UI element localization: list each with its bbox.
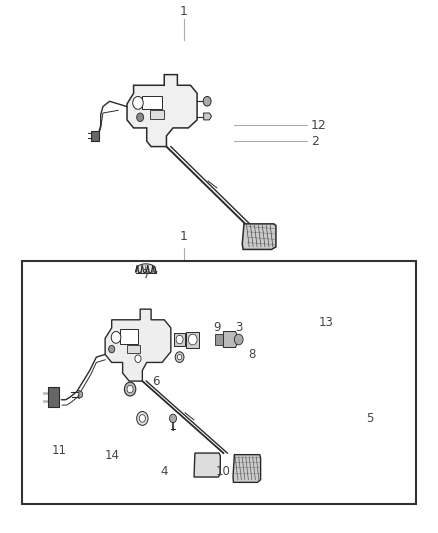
Polygon shape bbox=[127, 345, 140, 353]
Circle shape bbox=[234, 334, 243, 345]
Polygon shape bbox=[79, 390, 82, 399]
Circle shape bbox=[135, 355, 141, 362]
Circle shape bbox=[170, 414, 177, 423]
Circle shape bbox=[127, 385, 133, 393]
Text: 1: 1 bbox=[180, 5, 188, 18]
Circle shape bbox=[203, 96, 211, 106]
Polygon shape bbox=[91, 131, 99, 141]
Circle shape bbox=[177, 354, 182, 360]
Text: 10: 10 bbox=[216, 465, 231, 478]
Text: 3: 3 bbox=[235, 321, 242, 334]
Circle shape bbox=[175, 352, 184, 362]
Polygon shape bbox=[233, 455, 261, 482]
Text: 9: 9 bbox=[213, 321, 221, 334]
Polygon shape bbox=[194, 453, 220, 477]
Polygon shape bbox=[223, 332, 237, 348]
Text: 1: 1 bbox=[180, 230, 188, 243]
Text: 5: 5 bbox=[367, 412, 374, 425]
Polygon shape bbox=[204, 113, 212, 120]
Circle shape bbox=[139, 415, 145, 422]
Text: 4: 4 bbox=[160, 465, 168, 478]
Polygon shape bbox=[127, 75, 197, 147]
Circle shape bbox=[137, 411, 148, 425]
Polygon shape bbox=[142, 96, 162, 109]
Circle shape bbox=[133, 96, 143, 109]
Text: 8: 8 bbox=[248, 348, 255, 361]
Text: 11: 11 bbox=[52, 444, 67, 457]
Text: 7: 7 bbox=[143, 268, 151, 281]
Text: 12: 12 bbox=[311, 119, 327, 132]
Polygon shape bbox=[186, 332, 199, 348]
Polygon shape bbox=[242, 224, 276, 249]
Polygon shape bbox=[215, 334, 223, 345]
Circle shape bbox=[111, 332, 121, 343]
Circle shape bbox=[176, 335, 183, 344]
Polygon shape bbox=[150, 110, 164, 119]
Bar bbox=[22, 261, 416, 504]
Polygon shape bbox=[174, 333, 185, 346]
Circle shape bbox=[188, 334, 197, 345]
Circle shape bbox=[109, 345, 115, 353]
Polygon shape bbox=[105, 309, 171, 381]
Text: 13: 13 bbox=[319, 316, 334, 329]
Circle shape bbox=[137, 113, 144, 122]
Polygon shape bbox=[48, 387, 59, 407]
Polygon shape bbox=[120, 329, 138, 344]
Circle shape bbox=[124, 382, 136, 396]
Text: 6: 6 bbox=[152, 375, 159, 387]
Text: 2: 2 bbox=[311, 135, 319, 148]
Text: 14: 14 bbox=[104, 449, 119, 462]
